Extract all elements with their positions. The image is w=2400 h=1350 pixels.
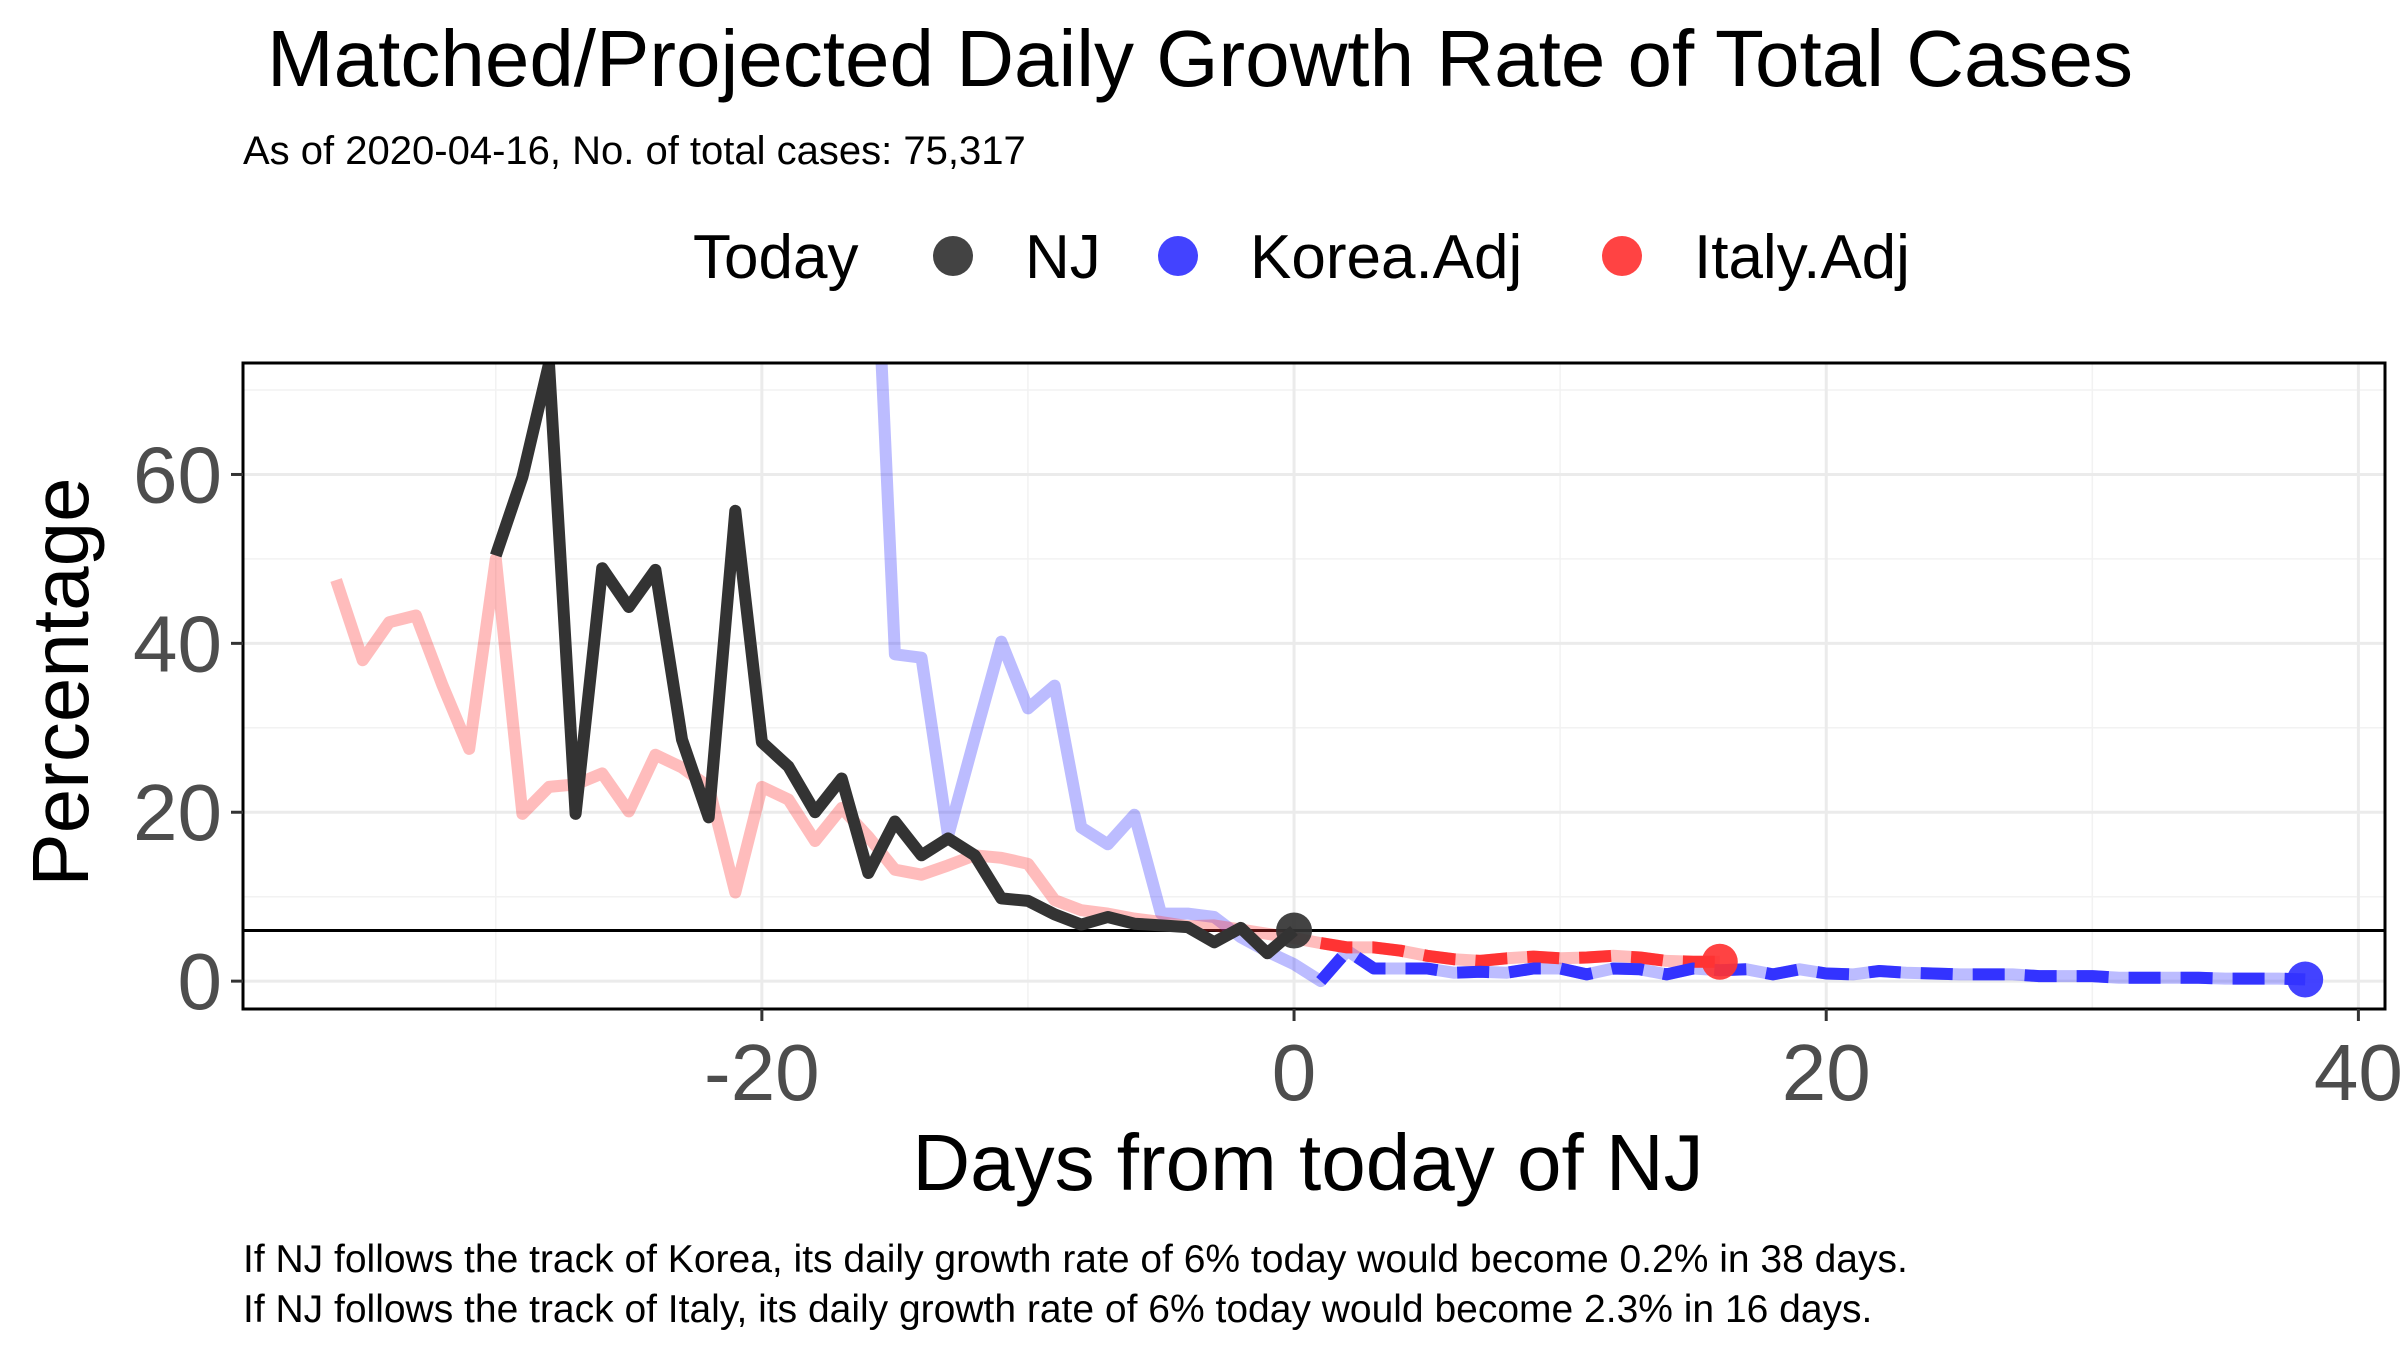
x-tick-label: -20 [704, 1028, 820, 1117]
x-axis-title: Days from today of NJ [912, 1118, 1703, 1207]
annotation-korea: If NJ follows the track of Korea, its da… [243, 1238, 1908, 1281]
today-point-nj [1276, 912, 1313, 949]
series-line-italy-adj-projected [1319, 937, 1720, 968]
chart-subtitle: As of 2020-04-16, No. of total cases: 75… [243, 129, 1026, 173]
today-point-italy-adj [1701, 943, 1738, 980]
plot-area: -20 0 20 40 0 20 40 60 [133, 361, 2400, 1117]
legend-label-nj: NJ [1025, 223, 1101, 292]
x-tick-label: 40 [2314, 1028, 2400, 1117]
series-line-nj [490, 363, 1298, 960]
y-tick-label: 0 [178, 937, 223, 1026]
annotation-italy: If NJ follows the track of Italy, its da… [243, 1288, 1872, 1331]
y-tick-label: 40 [133, 599, 222, 688]
x-tick-label: 20 [1782, 1028, 1871, 1117]
today-point-korea-adj [2287, 961, 2324, 998]
legend-label-italy-adj: Italy.Adj [1694, 223, 1910, 292]
legend-marker-korea-adj [1158, 236, 1198, 276]
series-line-korea-adj-projected [1316, 944, 2306, 986]
series-group [330, 363, 2306, 988]
panel-border [241, 361, 2387, 1011]
chart-legend: Today NJ Korea.Adj Italy.Adj [693, 223, 1910, 292]
legend-title: Today [693, 223, 858, 292]
chart-title: Matched/Projected Daily Growth Rate of T… [267, 14, 2133, 103]
x-tick-label: 0 [1272, 1028, 1317, 1117]
y-axis-title: Percentage [16, 477, 105, 886]
y-tick-label: 20 [133, 768, 222, 857]
legend-marker-nj [933, 236, 973, 276]
legend-marker-italy-adj [1602, 236, 1642, 276]
legend-label-korea-adj: Korea.Adj [1250, 223, 1522, 292]
y-tick-label: 60 [133, 430, 222, 519]
